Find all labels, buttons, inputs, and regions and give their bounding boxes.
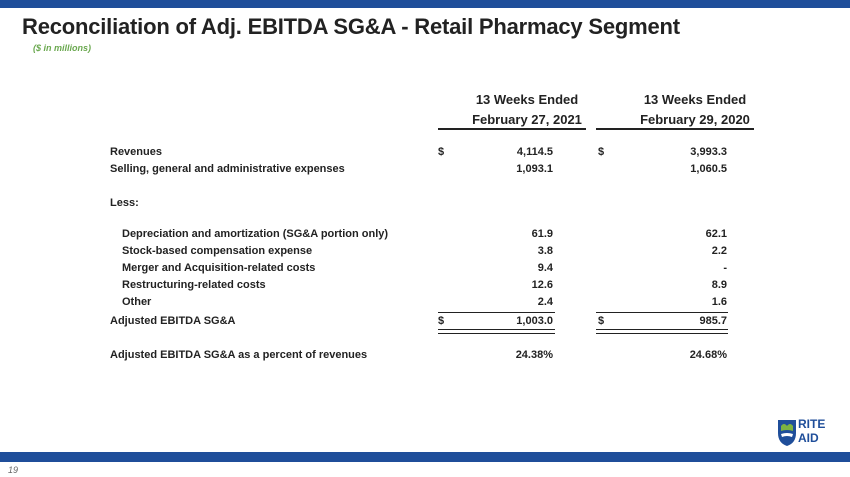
logo-wordmark: RITE AID [798, 417, 825, 445]
subtotal-rule-2020 [596, 312, 728, 313]
value-2020: - [723, 262, 727, 274]
column-header-2020-line2: February 29, 2020 [640, 112, 750, 127]
page-title: Reconciliation of Adj. EBITDA SG&A - Ret… [22, 14, 680, 39]
row-label: Other [122, 296, 152, 308]
table-row-restructuring: Restructuring-related costs 12.6 8.9 [0, 279, 850, 295]
table-row-other: Other 2.4 1.6 [0, 296, 850, 312]
shield-icon [778, 420, 796, 446]
row-label: Adjusted EBITDA SG&A as a percent of rev… [110, 349, 368, 361]
logo-word-rite: RITE [798, 417, 826, 431]
row-label: Selling, general and administrative expe… [110, 163, 345, 175]
table-row-percent-of-revenues: Adjusted EBITDA SG&A as a percent of rev… [0, 349, 850, 365]
row-label: Adjusted EBITDA SG&A [110, 315, 236, 327]
value-2020: 1,060.5 [690, 163, 727, 175]
table-row-stock-compensation: Stock-based compensation expense 3.8 2.2 [0, 245, 850, 261]
bottom-accent-bar [0, 452, 850, 462]
value-2021: 24.38% [515, 349, 553, 361]
page-number: 19 [8, 465, 19, 475]
currency-symbol: $ [598, 146, 605, 158]
value-2021: 61.9 [531, 228, 553, 240]
row-label: Less: [110, 197, 139, 209]
column-header-2021-line2: February 27, 2021 [472, 112, 582, 127]
table-row-revenues: Revenues $ 4,114.5 $ 3,993.3 [0, 146, 850, 162]
value-2020: 8.9 [711, 279, 727, 291]
column-header-2020: 13 Weeks Ended February 29, 2020 [620, 90, 770, 130]
value-2020: 2.2 [711, 245, 727, 257]
currency-symbol: $ [438, 146, 445, 158]
row-label: Depreciation and amortization (SG&A port… [122, 228, 389, 240]
value-2021: 2.4 [537, 296, 553, 308]
table-row-sga: Selling, general and administrative expe… [0, 163, 850, 179]
value-2021: 1,003.0 [516, 315, 553, 327]
row-label: Revenues [110, 146, 162, 158]
value-2020: 62.1 [705, 228, 727, 240]
currency-symbol: $ [438, 315, 445, 327]
table-row-adjusted-ebitda-sga: Adjusted EBITDA SG&A $ 1,003.0 $ 985.7 [0, 315, 850, 331]
value-2021: 1,093.1 [516, 163, 553, 175]
currency-symbol: $ [598, 315, 605, 327]
table-row-depreciation: Depreciation and amortization (SG&A port… [0, 228, 850, 244]
units-subtitle: ($ in millions) [33, 43, 92, 53]
row-label: Merger and Acquisition-related costs [122, 262, 316, 274]
logo-word-aid: AID [798, 431, 819, 445]
subtotal-rule-2021 [438, 312, 555, 313]
column-header-rule-2020 [596, 128, 754, 130]
column-header-2021: 13 Weeks Ended February 27, 2021 [452, 90, 602, 130]
column-header-rule-2021 [438, 128, 586, 130]
value-2021: 4,114.5 [516, 146, 553, 158]
row-label: Restructuring-related costs [122, 279, 266, 291]
value-2020: 985.7 [699, 315, 727, 327]
table-row-less: Less: [0, 197, 850, 213]
table-row-merger-costs: Merger and Acquisition-related costs 9.4… [0, 262, 850, 278]
row-label: Stock-based compensation expense [122, 245, 313, 257]
value-2020: 3,993.3 [690, 146, 727, 158]
value-2020: 24.68% [689, 349, 727, 361]
top-accent-bar [0, 0, 850, 8]
value-2021: 3.8 [537, 245, 553, 257]
column-header-2021-line1: 13 Weeks Ended [475, 92, 579, 107]
column-header-2020-line1: 13 Weeks Ended [643, 92, 747, 107]
value-2020: 1.6 [711, 296, 727, 308]
value-2021: 12.6 [531, 279, 553, 291]
rite-aid-logo: RITE AID [777, 417, 837, 449]
total-double-rule-2020 [596, 329, 728, 334]
value-2021: 9.4 [537, 262, 553, 274]
total-double-rule-2021 [438, 329, 555, 334]
